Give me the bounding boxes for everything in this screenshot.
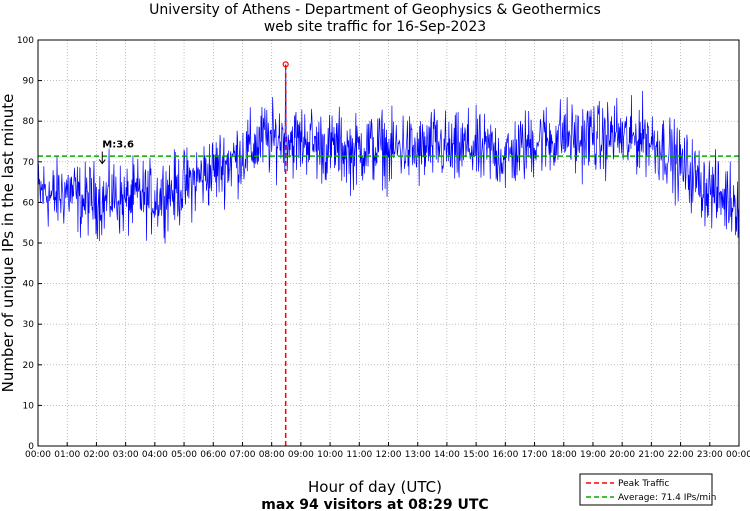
x-tick-label: 00:00: [25, 450, 51, 460]
x-tick-label: 21:00: [638, 450, 664, 460]
x-tick-label: 18:00: [551, 450, 577, 460]
x-tick-label: 12:00: [376, 450, 402, 460]
grid: [37, 39, 740, 447]
traffic-series: [37, 64, 740, 244]
x-tick-label: 05:00: [171, 450, 197, 460]
x-tick-label: 01:00: [54, 450, 80, 460]
x-tick-label: 04:00: [142, 450, 168, 460]
x-tick-label: 19:00: [580, 450, 606, 460]
x-tick-label: 17:00: [522, 450, 548, 460]
annotation: M:3.6: [98, 140, 134, 165]
legend: Peak Traffic Average: 71.4 IPs/min: [579, 473, 716, 506]
y-tick-label: 90: [23, 77, 35, 87]
traffic-line: [37, 64, 740, 244]
x-tick-label: 23:00: [697, 450, 723, 460]
x-tick-label: 02:00: [83, 450, 109, 460]
annotation-arrowhead: [98, 159, 106, 165]
x-tick-label: 08:00: [259, 450, 285, 460]
peak-marker: [282, 61, 289, 68]
x-tick-label: 14:00: [434, 450, 460, 460]
peak-summary: max 94 visitors at 08:29 UTC: [261, 497, 488, 511]
x-tick-label: 22:00: [668, 450, 694, 460]
y-tick-label: 60: [23, 198, 35, 208]
x-tick-label: 03:00: [113, 450, 139, 460]
y-tick-label: 80: [23, 117, 35, 127]
y-tick-label: 50: [23, 239, 35, 249]
y-axis-label: Number of unique IPs in the last minute: [0, 94, 17, 393]
x-tick-label: 13:00: [405, 450, 431, 460]
y-tick-label: 70: [23, 158, 35, 168]
y-tick-label: 0: [28, 442, 34, 452]
x-tick-label: 15:00: [463, 450, 489, 460]
y-tick-label: 30: [23, 320, 35, 330]
chart-subtitle: web site traffic for 16-Sep-2023: [264, 19, 486, 35]
x-tick-label: 16:00: [492, 450, 518, 460]
x-axis-ticks: 00:00 01:00 02:00 03:00 04:00 05:00 06:00 07:00…: [25, 442, 750, 460]
y-tick-label: 20: [23, 361, 35, 371]
y-tick-label: 100: [17, 36, 34, 46]
y-tick-label: 40: [23, 280, 35, 290]
y-axis-ticks: 0 10 20 30 40 50 60 70 80 90 100: [17, 36, 42, 452]
x-tick-label: 00:00: [726, 450, 750, 460]
x-axis-label: Hour of day (UTC): [308, 478, 442, 496]
x-tick-label: 09:00: [288, 450, 314, 460]
y-tick-label: 10: [23, 401, 35, 411]
x-tick-label: 20:00: [609, 450, 635, 460]
reference-lines: [38, 61, 739, 446]
annotation-label: M:3.6: [102, 140, 134, 151]
legend-peak-label: Peak Traffic: [618, 479, 669, 489]
legend-average-label: Average: 71.4 IPs/min: [618, 493, 716, 503]
x-tick-label: 07:00: [229, 450, 255, 460]
x-tick-label: 11:00: [346, 450, 372, 460]
legend-box: [579, 473, 713, 506]
x-tick-label: 06:00: [200, 450, 226, 460]
x-tick-label: 10:00: [317, 450, 343, 460]
chart-title: University of Athens - Department of Geo…: [149, 2, 601, 18]
